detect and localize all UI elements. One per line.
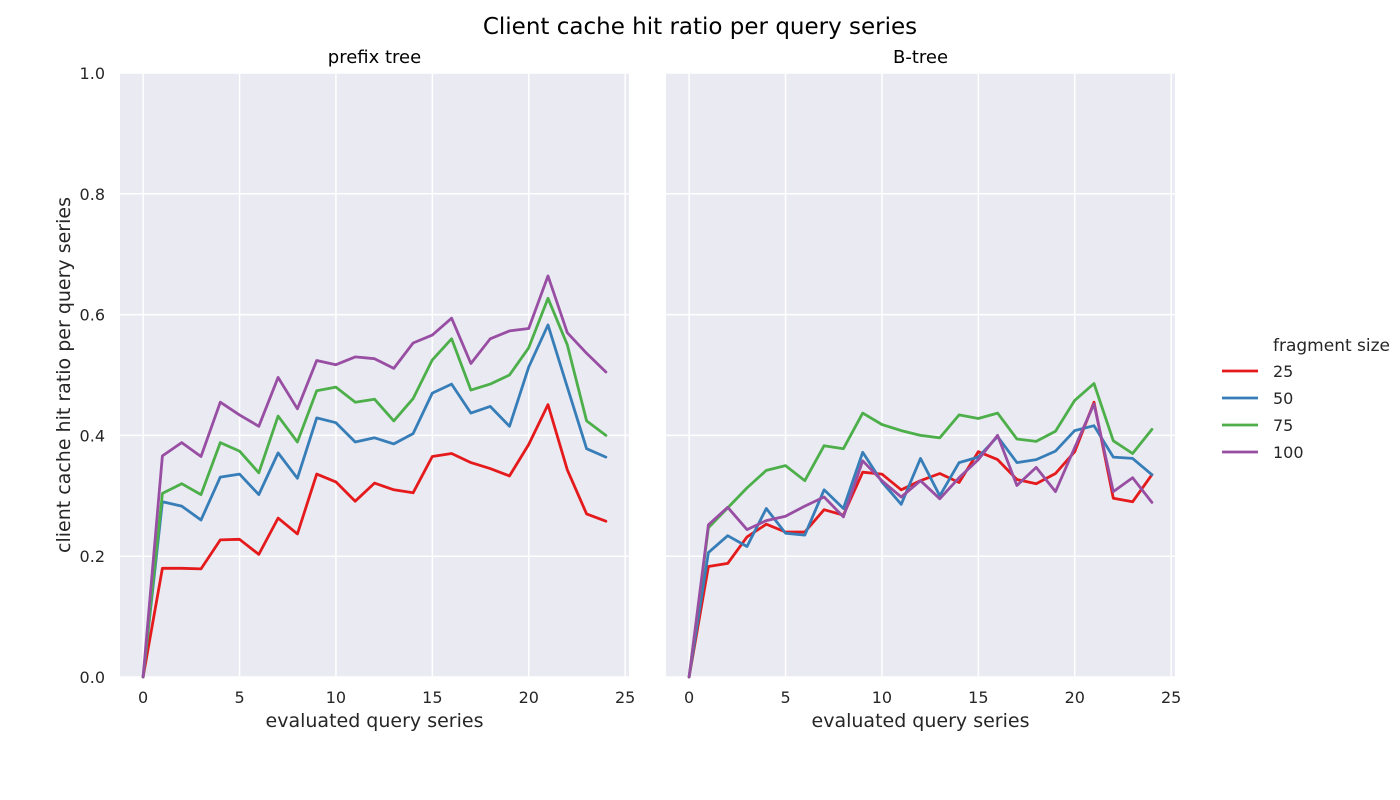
panel-title-prefix-tree: prefix tree	[328, 47, 421, 68]
x-tick-label: 15	[968, 688, 988, 707]
series-line-prefix-tree-25	[141, 403, 608, 679]
plot-area-b-tree	[666, 73, 1175, 677]
series-line-b-tree-50	[687, 424, 1154, 679]
panel-title-b-tree: B-tree	[893, 47, 948, 68]
grid-b-tree	[666, 72, 1175, 678]
series-line-prefix-tree-50	[141, 323, 608, 679]
x-tick-label: 0	[684, 688, 694, 707]
legend-label-100: 100	[1273, 443, 1304, 462]
x-tick-label: 25	[615, 688, 635, 707]
legend: fragment size 25 50 75 100	[1222, 336, 1390, 462]
legend-label-25: 25	[1273, 362, 1293, 381]
chart-title: Client cache hit ratio per query series	[483, 14, 917, 40]
series-line-b-tree-100	[687, 402, 1154, 679]
legend-entries: 25 50 75 100	[1222, 362, 1304, 462]
legend-label-75: 75	[1273, 416, 1293, 435]
series-lines-b-tree	[687, 382, 1154, 679]
legend-title: fragment size	[1273, 336, 1390, 356]
x-ticks-prefix-tree: 0 5 10 15 20 25	[138, 688, 635, 707]
legend-label-50: 50	[1273, 389, 1293, 408]
series-line-prefix-tree-100	[141, 274, 608, 679]
x-tick-label: 15	[422, 688, 442, 707]
x-tick-label: 20	[1065, 688, 1085, 707]
x-axis-label-prefix-tree: evaluated query series	[266, 710, 484, 732]
grid-prefix-tree	[120, 72, 629, 678]
x-tick-label: 25	[1161, 688, 1181, 707]
series-line-b-tree-75	[687, 382, 1154, 679]
y-tick-label: 0.6	[80, 306, 105, 325]
panel-prefix-tree: 0.0 0.2 0.4 0.6 0.8 1.0 0 5 10 15 20 25 prefix tre…	[80, 47, 636, 732]
series-line-prefix-tree-75	[141, 296, 608, 679]
plot-area-prefix-tree	[120, 73, 629, 677]
y-tick-label: 0.2	[80, 547, 105, 566]
x-tick-label: 0	[138, 688, 148, 707]
y-tick-label: 0.8	[80, 185, 105, 204]
x-ticks-b-tree: 0 5 10 15 20 25	[684, 688, 1181, 707]
y-axis-label: client cache hit ratio per query series	[53, 197, 75, 553]
x-tick-label: 20	[519, 688, 539, 707]
y-tick-label: 1.0	[80, 64, 105, 83]
y-tick-label: 0.4	[80, 426, 105, 445]
x-tick-label: 5	[234, 688, 244, 707]
x-tick-label: 10	[326, 688, 346, 707]
x-tick-label: 5	[780, 688, 790, 707]
x-tick-label: 10	[872, 688, 892, 707]
panel-b-tree: 0 5 10 15 20 25 B-tree evaluated query series	[666, 47, 1181, 732]
series-lines-prefix-tree	[141, 274, 608, 679]
x-axis-label-b-tree: evaluated query series	[812, 710, 1030, 732]
y-ticks-prefix-tree: 0.0 0.2 0.4 0.6 0.8 1.0	[80, 64, 105, 687]
y-tick-label: 0.0	[80, 668, 105, 687]
